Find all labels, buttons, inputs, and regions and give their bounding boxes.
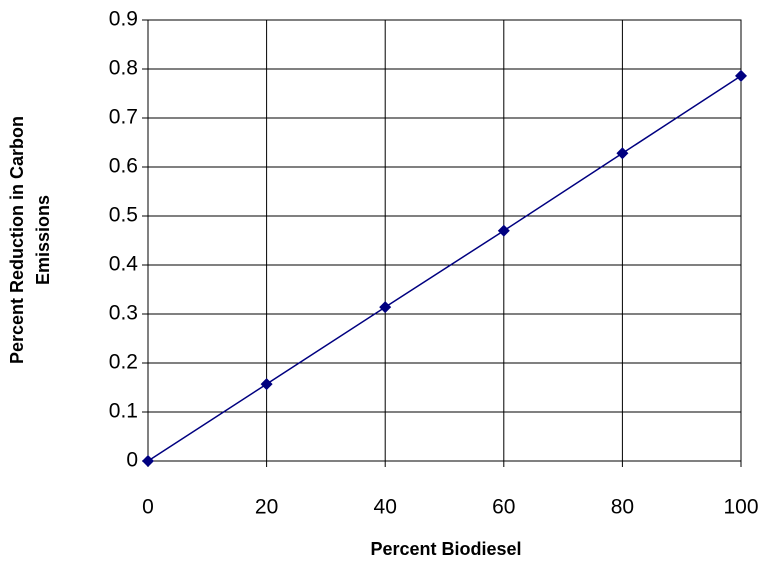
plot-border — [147, 19, 742, 462]
y-tick-label: 0.7 — [109, 106, 138, 129]
y-tick-label: 0.8 — [109, 57, 138, 80]
y-tick-label: 0.9 — [109, 8, 138, 31]
x-tick-label: 80 — [611, 496, 634, 519]
y-tick-label: 0.2 — [109, 351, 138, 374]
y-tick-label: 0.1 — [109, 400, 138, 423]
marker — [142, 455, 154, 467]
x-axis-title: Percent Biodiesel — [370, 539, 521, 559]
y-axis-title: Emissions — [33, 195, 53, 285]
x-tick-label: 100 — [723, 496, 758, 519]
x-tick-label: 20 — [255, 496, 278, 519]
y-axis-title: Percent Reduction in Carbon — [7, 116, 27, 364]
marker — [379, 301, 392, 314]
y-tick-label: 0.3 — [109, 302, 138, 325]
marker — [616, 147, 629, 160]
x-tick-label: 0 — [142, 496, 154, 519]
x-tick-label: 60 — [492, 496, 515, 519]
y-tick-label: 0.6 — [109, 155, 138, 178]
marker — [735, 69, 747, 82]
y-tick-label: 0 — [126, 449, 138, 472]
y-tick-label: 0.4 — [109, 253, 139, 276]
series-line — [147, 75, 742, 462]
marker — [260, 378, 273, 391]
y-tick-label: 0.5 — [109, 204, 138, 227]
x-tick-label: 40 — [374, 496, 397, 519]
marker — [497, 224, 510, 237]
